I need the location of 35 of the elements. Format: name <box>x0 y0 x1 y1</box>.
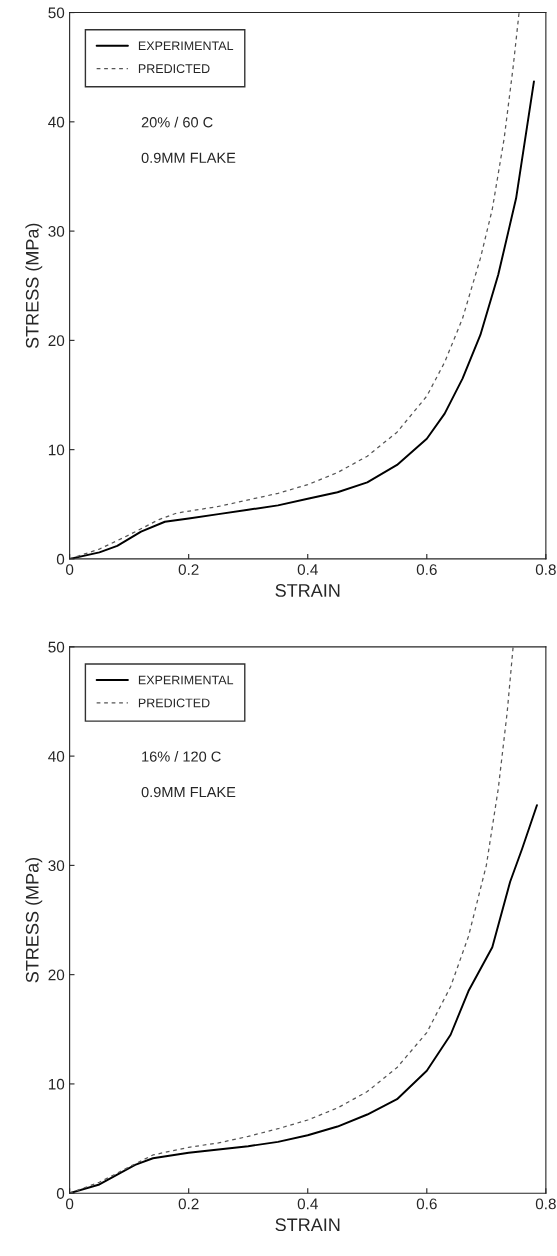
y-tick-label: 40 <box>48 750 65 762</box>
annotation: 0.9MM FLAKE <box>141 152 236 163</box>
y-tick-label: 10 <box>48 1078 65 1090</box>
y-tick-label: 0 <box>56 553 65 565</box>
legend-label: PREDICTED <box>138 64 210 74</box>
x-tick-label: 0 <box>65 564 74 575</box>
x-axis-title: STRAIN <box>275 584 340 597</box>
y-tick-label: 20 <box>48 335 65 347</box>
annotation: 16% / 120 C <box>142 751 221 762</box>
x-tick-label: 0.6 <box>416 564 437 575</box>
legend-label: EXPERIMENTAL <box>138 675 234 685</box>
y-tick-label: 30 <box>48 860 65 872</box>
x-tick-label: 0.8 <box>535 564 556 575</box>
y-axis-title: STRESS (MPa) <box>25 857 43 983</box>
x-tick-label: 0.8 <box>535 1198 556 1210</box>
x-tick-label: 0.4 <box>297 1198 318 1210</box>
legend-label: PREDICTED <box>138 698 210 708</box>
y-tick-label: 30 <box>48 225 65 237</box>
y-tick-label: 20 <box>48 969 65 981</box>
legend-label: EXPERIMENTAL <box>138 41 234 51</box>
y-tick-label: 0 <box>56 1188 65 1199</box>
y-tick-label: 40 <box>48 116 65 128</box>
y-tick-label: 10 <box>48 444 65 456</box>
x-tick-label: 0.4 <box>297 564 318 575</box>
x-axis-title: STRAIN <box>275 1218 340 1232</box>
x-tick-label: 0.2 <box>178 1198 199 1210</box>
y-tick-label: 50 <box>48 641 65 653</box>
line-series <box>69 804 538 1194</box>
y-axis-title: STRESS (MPa) <box>25 223 43 349</box>
x-tick-label: 0 <box>65 1198 74 1210</box>
annotation: 20% / 60 C <box>141 116 213 128</box>
annotation: 0.9MM FLAKE <box>141 786 236 798</box>
x-tick-label: 0.2 <box>178 564 199 575</box>
x-tick-label: 0.6 <box>416 1198 437 1210</box>
y-tick-label: 50 <box>48 7 65 19</box>
